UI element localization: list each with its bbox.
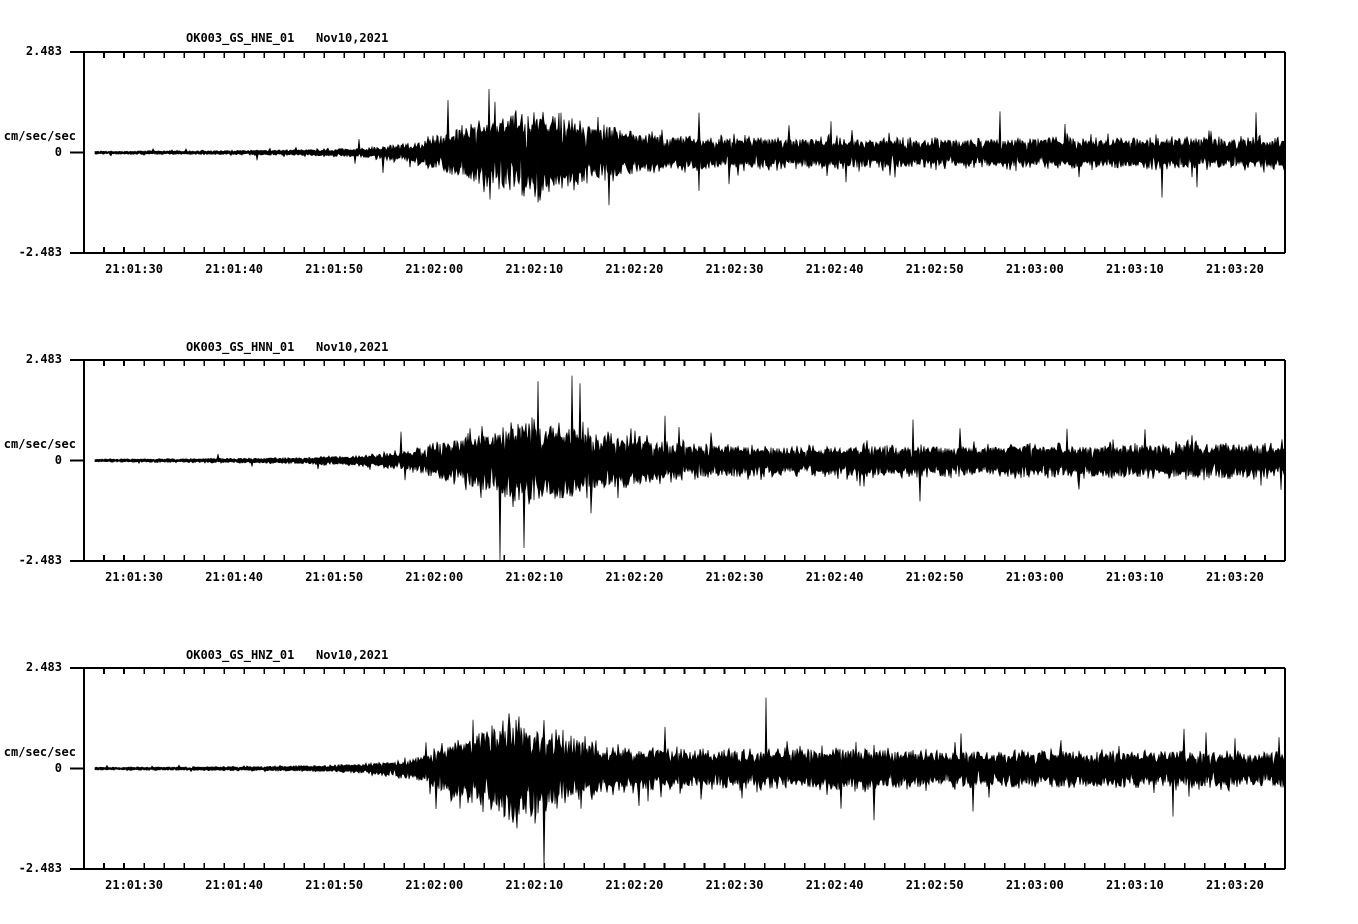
- y-tick-label-hnz-1: 0: [54, 760, 62, 775]
- y-tick-label-hnn-0: 2.483: [25, 352, 62, 366]
- x-tick-label-hnz-7: 21:02:40: [805, 878, 864, 892]
- panel-title-hne: OK003_GS_HNE_01 Nov10,2021: [186, 31, 389, 45]
- x-tick-label-hne-3: 21:02:00: [405, 262, 464, 276]
- x-tick-label-hnz-5: 21:02:20: [605, 878, 664, 892]
- x-tick-label-hnz-10: 21:03:10: [1105, 878, 1164, 892]
- axes-hne: [70, 51, 1286, 254]
- x-tick-label-hnz-8: 21:02:50: [905, 878, 964, 892]
- x-tick-label-hnz-3: 21:02:00: [405, 878, 464, 892]
- y-axis-unit-label-hnz: cm/sec/sec: [3, 744, 76, 759]
- x-tick-label-hnz-6: 21:02:30: [705, 878, 764, 892]
- x-tick-label-hne-5: 21:02:20: [605, 262, 664, 276]
- x-tick-label-hne-0: 21:01:30: [105, 262, 163, 276]
- x-tick-label-hnn-0: 21:01:30: [105, 570, 163, 584]
- y-axis-unit-label-hne: cm/sec/sec: [3, 128, 76, 143]
- x-tick-label-hnz-9: 21:03:00: [1005, 878, 1064, 892]
- y-tick-label-hnn-1: 0: [54, 452, 62, 467]
- x-tick-label-hne-8: 21:02:50: [905, 262, 964, 276]
- x-tick-label-hnz-11: 21:03:20: [1206, 878, 1264, 892]
- x-tick-label-hnn-6: 21:02:30: [705, 570, 764, 584]
- waveform-trace-hnz: [94, 697, 1286, 869]
- panel-title-hnz: OK003_GS_HNZ_01 Nov10,2021: [186, 648, 389, 662]
- x-tick-label-hnz-2: 21:01:50: [305, 878, 364, 892]
- x-tick-label-hne-10: 21:03:10: [1105, 262, 1164, 276]
- x-tick-label-hnn-2: 21:01:50: [305, 570, 364, 584]
- x-tick-label-hne-11: 21:03:20: [1206, 262, 1264, 276]
- panel-title-hnn: OK003_GS_HNN_01 Nov10,2021: [186, 340, 389, 354]
- waveform-trace-hne: [94, 88, 1286, 206]
- y-tick-label-hne-1: 0: [54, 144, 62, 159]
- x-tick-label-hnn-1: 21:01:40: [205, 570, 264, 584]
- x-tick-label-hnn-5: 21:02:20: [605, 570, 664, 584]
- x-tick-label-hne-4: 21:02:10: [505, 262, 564, 276]
- y-tick-label-hne-2: -2.483: [18, 245, 62, 259]
- x-tick-label-hne-9: 21:03:00: [1005, 262, 1064, 276]
- x-tick-label-hnz-1: 21:01:40: [205, 878, 264, 892]
- y-tick-label-hnz-0: 2.483: [25, 660, 62, 674]
- x-tick-label-hnn-8: 21:02:50: [905, 570, 964, 584]
- y-tick-label-hne-0: 2.483: [25, 44, 62, 58]
- y-tick-label-hnz-2: -2.483: [18, 861, 62, 875]
- x-tick-label-hnn-9: 21:03:00: [1005, 570, 1064, 584]
- waveform-trace-hnn: [94, 375, 1286, 561]
- x-tick-label-hne-1: 21:01:40: [205, 262, 264, 276]
- y-tick-label-hnn-2: -2.483: [18, 553, 62, 567]
- axes-hnz: [70, 667, 1286, 870]
- axes-hnn: [70, 359, 1286, 562]
- x-tick-label-hne-2: 21:01:50: [305, 262, 364, 276]
- x-tick-label-hne-6: 21:02:30: [705, 262, 764, 276]
- x-tick-label-hnn-7: 21:02:40: [805, 570, 864, 584]
- x-tick-label-hnz-4: 21:02:10: [505, 878, 564, 892]
- x-tick-label-hnn-11: 21:03:20: [1206, 570, 1264, 584]
- y-axis-unit-label-hnn: cm/sec/sec: [3, 436, 76, 451]
- x-tick-label-hnz-0: 21:01:30: [105, 878, 163, 892]
- x-tick-label-hnn-10: 21:03:10: [1105, 570, 1164, 584]
- x-tick-label-hnn-4: 21:02:10: [505, 570, 564, 584]
- x-tick-label-hne-7: 21:02:40: [805, 262, 864, 276]
- x-tick-label-hnn-3: 21:02:00: [405, 570, 464, 584]
